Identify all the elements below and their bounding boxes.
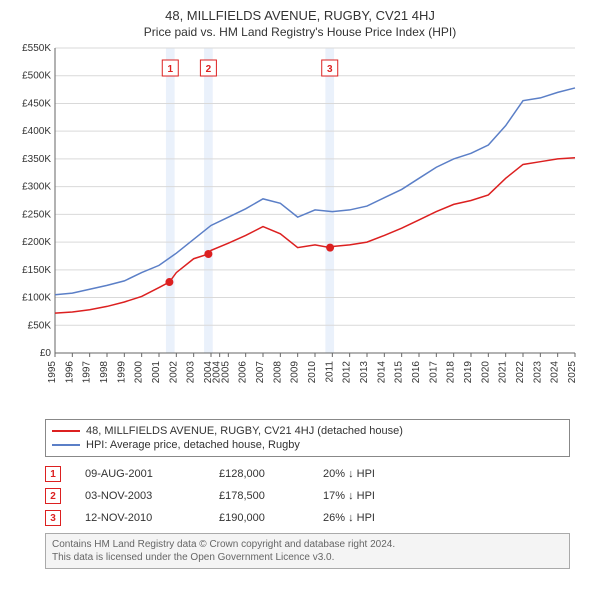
svg-text:£550K: £550K [22,43,51,54]
legend: 48, MILLFIELDS AVENUE, RUGBY, CV21 4HJ (… [45,419,570,457]
legend-swatch [52,444,80,446]
svg-text:2016: 2016 [411,361,422,384]
svg-text:2010: 2010 [307,361,318,384]
sale-price: £190,000 [219,512,299,524]
svg-text:1998: 1998 [99,361,110,384]
legend-label: 48, MILLFIELDS AVENUE, RUGBY, CV21 4HJ (… [86,425,403,437]
svg-text:2024: 2024 [550,361,561,384]
svg-text:2019: 2019 [463,361,474,384]
chart-svg: £0 £50K £100K £150K £200K £250K £300K £350K £400… [10,43,590,413]
svg-text:1996: 1996 [64,361,75,384]
svg-text:2003: 2003 [186,361,197,384]
table-row: 3 12-NOV-2010 £190,000 26% ↓ HPI [45,507,570,529]
svg-text:3: 3 [327,64,333,75]
svg-text:1: 1 [167,64,173,75]
svg-text:£150K: £150K [22,265,51,276]
svg-text:£450K: £450K [22,98,51,109]
svg-text:2022: 2022 [515,361,526,384]
sale-date: 03-NOV-2003 [85,490,195,502]
table-row: 2 03-NOV-2003 £178,500 17% ↓ HPI [45,485,570,507]
sale-price: £178,500 [219,490,299,502]
svg-text:2001: 2001 [151,361,162,384]
svg-text:£200K: £200K [22,237,51,248]
legend-item: HPI: Average price, detached house, Rugb… [52,438,563,452]
sale-price: £128,000 [219,468,299,480]
legend-item: 48, MILLFIELDS AVENUE, RUGBY, CV21 4HJ (… [52,424,563,438]
svg-text:2000: 2000 [134,361,145,384]
svg-text:2015: 2015 [394,361,405,384]
svg-text:1995: 1995 [47,361,58,384]
svg-text:£50K: £50K [28,320,52,331]
svg-text:£500K: £500K [22,71,51,82]
svg-text:2009: 2009 [290,361,301,384]
chart-subtitle: Price paid vs. HM Land Registry's House … [0,23,600,43]
svg-text:2008: 2008 [272,361,283,384]
svg-text:£350K: £350K [22,154,51,165]
footer-line: This data is licensed under the Open Gov… [52,551,563,564]
svg-text:£0: £0 [40,348,52,359]
chart-title: 48, MILLFIELDS AVENUE, RUGBY, CV21 4HJ [0,0,600,23]
footer-note: Contains HM Land Registry data © Crown c… [45,533,570,569]
svg-text:2007: 2007 [255,361,266,384]
svg-text:£100K: £100K [22,293,51,304]
svg-text:2014: 2014 [376,361,387,384]
svg-text:2011: 2011 [324,361,335,383]
svg-text:£300K: £300K [22,182,51,193]
sale-date: 09-AUG-2001 [85,468,195,480]
table-row: 1 09-AUG-2001 £128,000 20% ↓ HPI [45,463,570,485]
svg-text:2025: 2025 [567,361,578,384]
svg-text:2012: 2012 [342,361,353,384]
sale-marker-icon: 2 [45,488,61,504]
legend-label: HPI: Average price, detached house, Rugb… [86,439,300,451]
svg-text:£400K: £400K [22,126,51,137]
price-chart: £0 £50K £100K £150K £200K £250K £300K £350K £400… [10,43,590,413]
svg-text:2002: 2002 [168,361,179,384]
sale-marker-icon: 3 [45,510,61,526]
sale-date: 12-NOV-2010 [85,512,195,524]
svg-text:2013: 2013 [359,361,370,384]
page-root: 48, MILLFIELDS AVENUE, RUGBY, CV21 4HJ P… [0,0,600,590]
svg-text:2017: 2017 [428,361,439,384]
svg-text:2006: 2006 [238,361,249,384]
svg-text:£250K: £250K [22,209,51,220]
legend-swatch [52,430,80,432]
footer-line: Contains HM Land Registry data © Crown c… [52,538,563,551]
svg-text:2021: 2021 [498,361,509,384]
sale-delta: 26% ↓ HPI [323,512,433,524]
svg-text:1997: 1997 [82,361,93,384]
sale-marker-icon: 1 [45,466,61,482]
sale-delta: 20% ↓ HPI [323,468,433,480]
sales-table: 1 09-AUG-2001 £128,000 20% ↓ HPI 2 03-NO… [45,463,570,529]
svg-text:2023: 2023 [532,361,543,384]
svg-text:2020: 2020 [480,361,491,384]
svg-text:1999: 1999 [116,361,127,384]
svg-text:2: 2 [206,64,212,75]
svg-text:2005: 2005 [220,361,231,384]
sale-delta: 17% ↓ HPI [323,490,433,502]
svg-text:2018: 2018 [446,361,457,384]
